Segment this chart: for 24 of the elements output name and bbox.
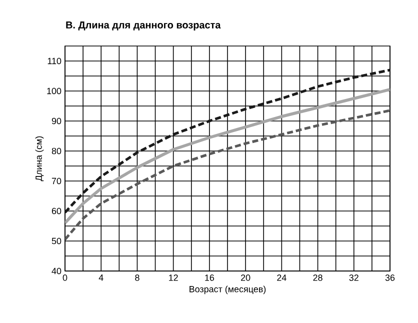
chart-title: В. Длина для данного возраста: [66, 22, 221, 30]
x-tick-label: 24: [277, 274, 286, 281]
y-tick-label: 80: [52, 148, 62, 154]
x-tick-label: 16: [205, 274, 214, 281]
x-tick-label: 32: [349, 274, 358, 281]
x-tick-label: 28: [313, 274, 322, 281]
y-tick-label: 100: [47, 88, 62, 94]
y-tick-label: 60: [52, 208, 62, 214]
y-axis-title: Длина (см): [35, 136, 44, 182]
y-tick-label: 90: [52, 118, 62, 124]
y-tick-label: 40: [52, 268, 62, 274]
y-tick-label: 50: [52, 238, 62, 244]
line-series: [65, 88, 390, 224]
y-tick-label: 70: [52, 178, 62, 184]
x-tick-label: 4: [98, 274, 104, 281]
x-axis-title: Возраст (месяцев): [190, 286, 266, 294]
line-series: [65, 68, 390, 214]
y-tick-label: 110: [48, 58, 62, 64]
x-tick-label: 36: [385, 274, 395, 281]
x-tick-label: 20: [241, 274, 250, 281]
line-series: [65, 109, 390, 241]
x-tick-label: 12: [169, 274, 178, 281]
x-tick-label: 8: [135, 274, 140, 281]
x-tick-label: 0: [62, 274, 68, 281]
